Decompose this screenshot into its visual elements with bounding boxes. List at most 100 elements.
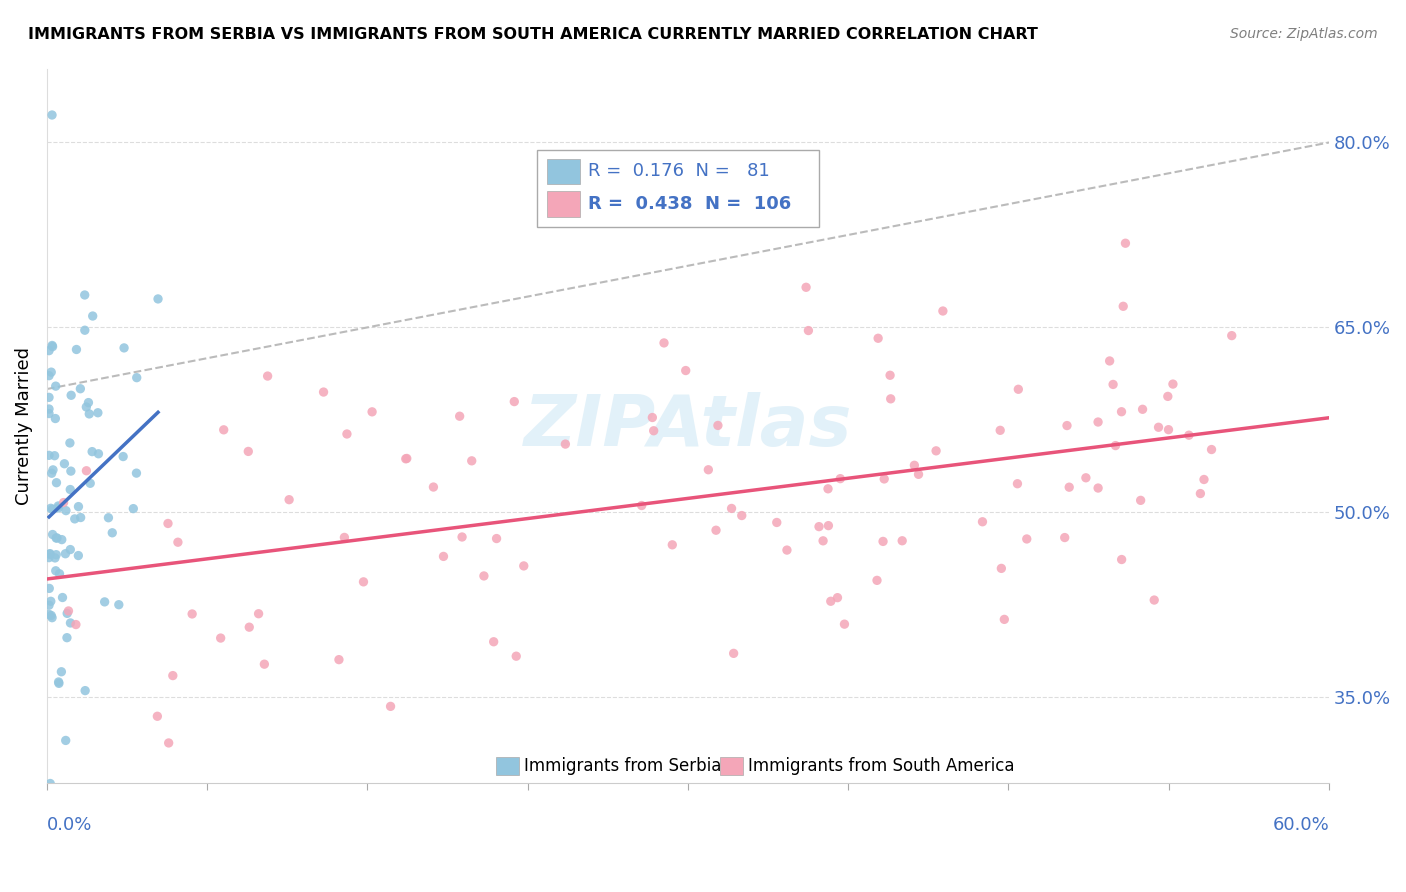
- Point: [44, 449, 66, 463]
- Point: [1057, 480, 1080, 494]
- Point: [41, 338, 63, 352]
- Point: [903, 458, 925, 473]
- Bar: [720, 757, 744, 775]
- Point: [59, 542, 82, 557]
- Point: [472, 569, 495, 583]
- Point: [48, 566, 70, 581]
- FancyBboxPatch shape: [537, 150, 818, 227]
- Point: [82, 309, 104, 323]
- Point: [67, 500, 90, 514]
- Point: [652, 335, 675, 350]
- Point: [395, 451, 418, 466]
- Point: [45, 564, 67, 578]
- Point: [77, 395, 100, 409]
- Point: [97, 510, 120, 524]
- Point: [55, 503, 77, 517]
- Point: [630, 499, 652, 513]
- Text: 0.0%: 0.0%: [46, 815, 93, 834]
- Point: [868, 331, 890, 345]
- Point: [422, 480, 444, 494]
- Point: [256, 369, 278, 384]
- Text: IMMIGRANTS FROM SERBIA VS IMMIGRANTS FROM SOUTH AMERICA CURRENTLY MARRIED CORREL: IMMIGRANTS FROM SERBIA VS IMMIGRANTS FRO…: [28, 27, 1038, 42]
- Text: Immigrants from Serbia: Immigrants from Serbia: [524, 756, 721, 774]
- Point: [73, 323, 96, 337]
- Point: [776, 543, 799, 558]
- Point: [1111, 405, 1133, 419]
- Point: [55, 733, 77, 747]
- Text: Immigrants from South America: Immigrants from South America: [748, 756, 1015, 774]
- Point: [253, 657, 276, 672]
- Point: [38, 550, 60, 565]
- Point: [82, 444, 104, 458]
- Text: R =  0.176  N =   81: R = 0.176 N = 81: [588, 162, 769, 180]
- Point: [48, 675, 70, 690]
- Point: [101, 525, 124, 540]
- Point: [55, 547, 77, 561]
- Text: ZIPAtlas: ZIPAtlas: [523, 392, 852, 460]
- Point: [432, 549, 454, 564]
- Point: [56, 607, 79, 621]
- Point: [79, 476, 101, 491]
- Point: [1201, 442, 1223, 457]
- Point: [38, 448, 60, 462]
- Point: [73, 288, 96, 302]
- Point: [157, 736, 180, 750]
- Point: [38, 582, 60, 596]
- Point: [1157, 423, 1180, 437]
- Point: [972, 515, 994, 529]
- Point: [59, 436, 82, 450]
- Point: [41, 467, 63, 481]
- Point: [181, 607, 204, 621]
- Point: [38, 547, 60, 561]
- Point: [45, 531, 67, 545]
- Point: [52, 495, 75, 509]
- Point: [39, 594, 62, 608]
- Point: [65, 617, 87, 632]
- Point: [46, 499, 69, 513]
- Point: [247, 607, 270, 621]
- Point: [723, 646, 745, 660]
- Point: [51, 533, 73, 547]
- Point: [58, 604, 80, 618]
- Point: [1111, 552, 1133, 566]
- Point: [395, 451, 418, 466]
- Point: [59, 464, 82, 478]
- Point: [380, 699, 402, 714]
- Point: [907, 467, 929, 482]
- Point: [39, 547, 62, 561]
- Point: [675, 363, 697, 377]
- Point: [834, 617, 856, 632]
- Point: [794, 280, 817, 294]
- Point: [1053, 531, 1076, 545]
- Point: [707, 418, 730, 433]
- Point: [56, 631, 79, 645]
- Point: [925, 443, 948, 458]
- Point: [46, 531, 69, 545]
- Point: [238, 444, 260, 458]
- Point: [209, 631, 232, 645]
- Point: [87, 447, 110, 461]
- Point: [1112, 299, 1135, 313]
- Point: [449, 409, 471, 424]
- Point: [1007, 476, 1029, 491]
- Point: [41, 502, 63, 516]
- Point: [1114, 236, 1136, 251]
- Point: [69, 510, 91, 524]
- Point: [808, 519, 831, 533]
- Point: [112, 450, 135, 464]
- Point: [797, 324, 820, 338]
- Point: [641, 410, 664, 425]
- Point: [1220, 328, 1243, 343]
- Point: [720, 501, 742, 516]
- Point: [41, 340, 63, 354]
- Point: [704, 523, 727, 537]
- Point: [46, 500, 69, 515]
- Point: [1147, 420, 1170, 434]
- Text: R =  0.438  N =  106: R = 0.438 N = 106: [588, 194, 792, 212]
- Point: [461, 454, 484, 468]
- Point: [482, 634, 505, 648]
- Point: [451, 530, 474, 544]
- Point: [1132, 402, 1154, 417]
- Point: [891, 533, 914, 548]
- Point: [45, 379, 67, 393]
